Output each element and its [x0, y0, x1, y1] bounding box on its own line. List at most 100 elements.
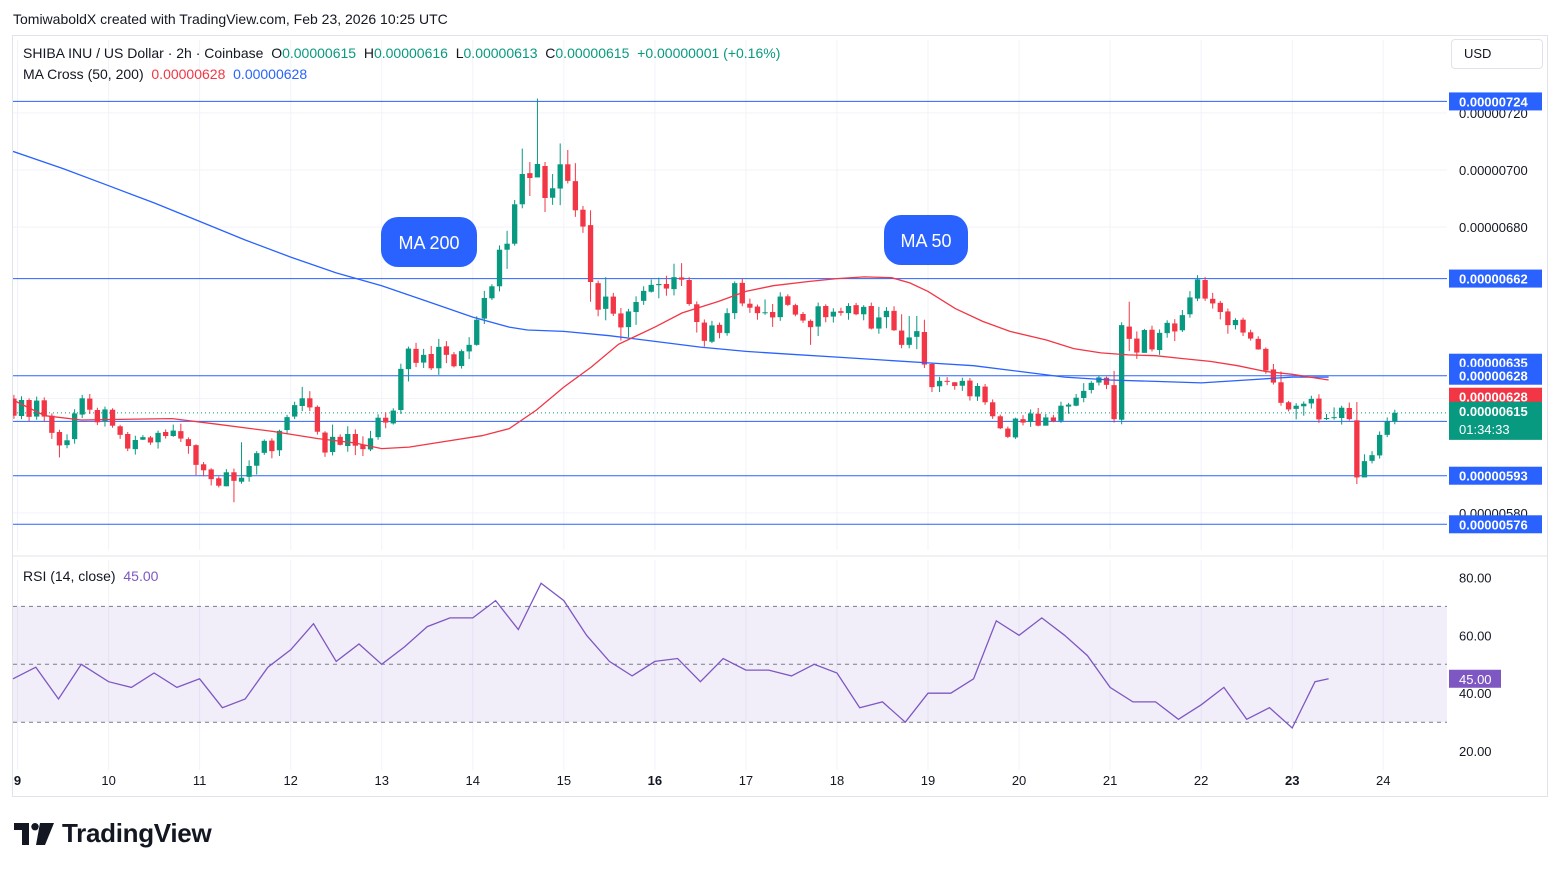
- candle-body: [1240, 319, 1246, 333]
- candle: [1376, 431, 1383, 459]
- ma-indicator-label[interactable]: MA Cross (50, 200): [23, 66, 144, 82]
- candle: [1293, 403, 1299, 420]
- price-tag-label: 0.00000628: [1459, 369, 1528, 384]
- candle: [147, 436, 154, 445]
- candle-body: [936, 380, 943, 387]
- candle: [117, 424, 123, 439]
- price-tag: 0.00000593: [1449, 466, 1542, 485]
- symbol-title[interactable]: SHIBA INU / US Dollar · 2h · Coinbase: [23, 45, 264, 61]
- candle: [663, 275, 670, 296]
- candle: [656, 277, 662, 299]
- candle-body: [830, 311, 836, 317]
- candle-body: [853, 305, 859, 315]
- candle: [1027, 409, 1034, 427]
- candle-body: [656, 284, 662, 286]
- candle: [299, 386, 305, 412]
- candle-body: [519, 174, 525, 205]
- tradingview-logo: TradingView: [14, 818, 212, 849]
- candle-body: [140, 437, 146, 440]
- high-value: 0.00000616: [373, 45, 448, 61]
- candle: [405, 346, 412, 382]
- low-label: L: [455, 45, 464, 61]
- candle-body: [1119, 325, 1125, 420]
- candle: [603, 277, 609, 321]
- price-tag-label: 0.00000593: [1459, 469, 1528, 484]
- candle: [18, 396, 25, 420]
- candle: [1065, 402, 1072, 414]
- candle-body: [769, 312, 776, 318]
- time-tick-label: 12: [283, 773, 297, 788]
- candle-body: [1050, 417, 1057, 422]
- candle-body: [269, 440, 275, 452]
- candle-body: [1354, 420, 1360, 478]
- candle-body: [633, 302, 639, 312]
- legend-ma-line: MA Cross (50, 200) 0.00000628 0.00000628: [23, 66, 307, 82]
- candle-body: [906, 337, 912, 345]
- candle-body: [1263, 348, 1269, 371]
- candle: [109, 408, 116, 428]
- currency-button[interactable]: USD: [1451, 39, 1543, 69]
- candle: [1301, 401, 1307, 416]
- open-label: O: [271, 45, 283, 61]
- candle-body: [557, 164, 563, 189]
- rsi-tick-label: 80.00: [1459, 570, 1492, 585]
- candle-body: [1392, 412, 1398, 422]
- rsi-line[interactable]: [12, 582, 1329, 730]
- candle-body: [1164, 322, 1170, 334]
- candle: [982, 384, 988, 405]
- candle: [861, 305, 867, 321]
- candle-body: [1096, 377, 1102, 383]
- candle-body: [125, 434, 131, 449]
- brand-name: TradingView: [62, 818, 212, 848]
- candle: [694, 301, 700, 333]
- candle-body: [489, 286, 495, 299]
- ma50-value: 0.00000628: [151, 66, 226, 82]
- candle-body: [117, 426, 123, 435]
- rsi-indicator-label[interactable]: RSI (14, close): [23, 568, 116, 584]
- candle-body: [231, 472, 237, 481]
- candle: [1392, 409, 1398, 425]
- candle-body: [997, 416, 1003, 429]
- candle-body: [1301, 403, 1307, 407]
- price-tag: 0.00000628: [1449, 387, 1542, 406]
- candle: [49, 413, 55, 439]
- candle-body: [1217, 302, 1223, 312]
- candle: [1149, 325, 1155, 352]
- candle-body: [800, 314, 806, 321]
- candle: [41, 397, 47, 422]
- ma-callout[interactable]: MA 200: [381, 217, 477, 267]
- candle: [762, 299, 768, 315]
- candle: [747, 298, 753, 313]
- candle-body: [466, 344, 472, 352]
- candle: [952, 382, 958, 390]
- candle: [906, 316, 912, 349]
- candle-body: [375, 417, 381, 438]
- candle: [1073, 394, 1079, 407]
- candle-body: [1088, 382, 1094, 390]
- candle-body: [845, 306, 852, 314]
- candle: [557, 143, 563, 206]
- candle: [216, 476, 222, 488]
- candle: [997, 414, 1003, 430]
- candle: [1202, 277, 1208, 301]
- candle-body: [1316, 398, 1322, 420]
- candle-body: [1361, 461, 1368, 478]
- candle-body: [610, 296, 616, 314]
- countdown-label: 01:34:33: [1459, 422, 1510, 437]
- candle: [489, 284, 495, 300]
- candle-body: [71, 413, 78, 440]
- ma200-line[interactable]: [13, 150, 1329, 384]
- candle-body: [261, 440, 267, 453]
- ma50-line[interactable]: [13, 276, 1329, 450]
- ma-callout[interactable]: MA 50: [884, 215, 968, 265]
- candle-body: [823, 306, 829, 318]
- low-value: 0.00000613: [463, 45, 538, 61]
- candle: [527, 162, 533, 196]
- candle: [1232, 318, 1239, 330]
- candle-body: [1278, 382, 1284, 403]
- candle: [26, 398, 32, 422]
- candle: [1278, 371, 1284, 406]
- candle: [595, 280, 601, 317]
- candle: [891, 306, 897, 331]
